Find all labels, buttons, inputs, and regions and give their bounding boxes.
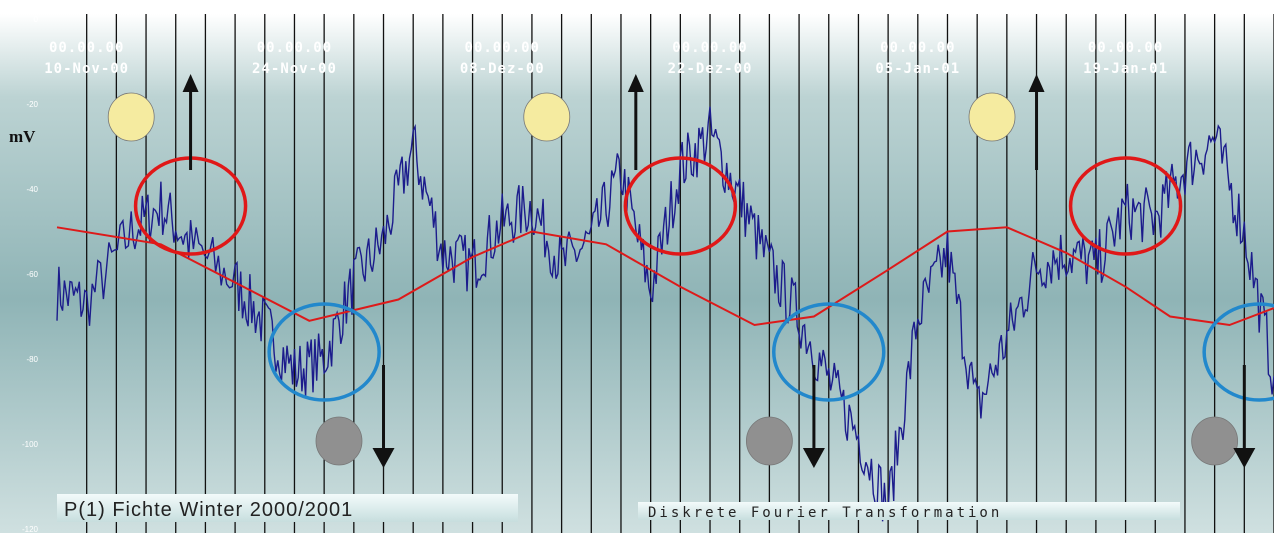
x-tick-date: 10-Nov-00: [44, 61, 129, 77]
x-tick-date: 19-Jan-01: [1083, 61, 1168, 77]
arrow-down-head: [1233, 448, 1256, 468]
arrow-up-head: [182, 74, 199, 92]
y-tick-label: -100: [22, 440, 39, 449]
vertical-gridlines: [86, 14, 1274, 533]
y-tick-label: -80: [26, 355, 38, 364]
arrow-up-head: [1028, 74, 1045, 92]
fourier-fit-line: [56, 226, 1274, 327]
blue-highlight-circle: [772, 302, 886, 402]
blue-highlight-circle: [267, 302, 381, 402]
new-moon-symbol: [1191, 416, 1239, 466]
x-tick-time: 00.00.00: [49, 40, 124, 56]
x-tick-time: 00.00.00: [1088, 40, 1163, 56]
caption-right-box: Diskrete Fourier Transformation: [638, 502, 1180, 521]
caption-left-box: P(1) Fichte Winter 2000/2001: [57, 494, 518, 522]
y-axis: 0 -20 -40 -60 -80 -100 -120: [22, 15, 39, 533]
y-tick-label: -60: [26, 270, 38, 279]
arrow-up-head: [627, 74, 644, 92]
moon-phase-annotations: [107, 74, 1274, 468]
blue-highlight-circle: [1202, 302, 1274, 402]
y-tick-label: 0: [34, 15, 39, 24]
arrow-down-head: [372, 448, 395, 468]
x-axis: 00.00.00 10-Nov-00 00.00.00 24-Nov-00 00.00.…: [44, 40, 1168, 77]
full-moon-symbol: [968, 92, 1016, 142]
full-moon-symbol: [107, 92, 155, 142]
x-tick-date: 22-Dez-00: [668, 61, 753, 77]
x-tick-date: 08-Dez-00: [460, 61, 545, 77]
y-tick-label: -120: [22, 525, 39, 533]
y-tick-label: -20: [26, 100, 38, 109]
x-tick-time: 00.00.00: [880, 40, 955, 56]
full-moon-symbol: [523, 92, 571, 142]
red-highlight-circle: [623, 156, 738, 256]
caption-right-text: Diskrete Fourier Transformation: [648, 505, 1002, 521]
new-moon-symbol: [745, 416, 793, 466]
y-tick-label: -40: [26, 185, 38, 194]
x-tick-date: 05-Jan-01: [875, 61, 960, 77]
x-tick-time: 00.00.00: [257, 40, 332, 56]
x-tick-time: 00.00.00: [465, 40, 540, 56]
x-tick-time: 00.00.00: [672, 40, 747, 56]
x-tick-date: 24-Nov-00: [252, 61, 337, 77]
red-highlight-circle: [1068, 156, 1183, 256]
y-axis-unit: mV: [9, 127, 36, 146]
arrow-down-head: [802, 448, 825, 468]
new-moon-symbol: [315, 416, 363, 466]
caption-left-text: P(1) Fichte Winter 2000/2001: [64, 499, 353, 521]
